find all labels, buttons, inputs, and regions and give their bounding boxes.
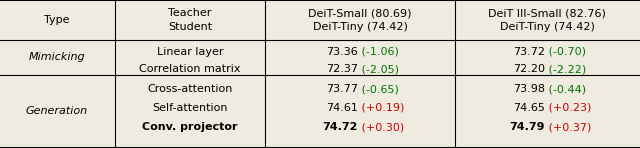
- Text: Linear layer: Linear layer: [157, 47, 223, 57]
- Text: Teacher
Student: Teacher Student: [168, 8, 212, 32]
- Text: 74.61: 74.61: [326, 103, 358, 113]
- Text: (+0.19): (+0.19): [358, 103, 404, 113]
- Text: (-0.44): (-0.44): [545, 84, 586, 94]
- Text: (-2.22): (-2.22): [545, 64, 586, 74]
- Text: (-2.05): (-2.05): [358, 64, 399, 74]
- Text: Type: Type: [44, 15, 70, 25]
- Text: 74.72: 74.72: [323, 122, 358, 132]
- Text: (+0.23): (+0.23): [545, 103, 591, 113]
- Text: Self-attention: Self-attention: [152, 103, 228, 113]
- Text: Generation: Generation: [26, 107, 88, 116]
- Text: (-1.06): (-1.06): [358, 47, 399, 57]
- Text: DeiT III-Small (82.76)
DeiT-Tiny (74.42): DeiT III-Small (82.76) DeiT-Tiny (74.42): [488, 8, 606, 32]
- Text: 74.65: 74.65: [513, 103, 545, 113]
- Text: DeiT-Small (80.69)
DeiT-Tiny (74.42): DeiT-Small (80.69) DeiT-Tiny (74.42): [308, 8, 412, 32]
- Text: Correlation matrix: Correlation matrix: [140, 64, 241, 74]
- Text: 72.20: 72.20: [513, 64, 545, 74]
- Text: (-0.65): (-0.65): [358, 84, 399, 94]
- Text: 72.37: 72.37: [326, 64, 358, 74]
- Text: (-0.70): (-0.70): [545, 47, 586, 57]
- Text: 73.36: 73.36: [326, 47, 358, 57]
- Text: 73.77: 73.77: [326, 84, 358, 94]
- Text: 73.98: 73.98: [513, 84, 545, 94]
- Text: Cross-attention: Cross-attention: [147, 84, 233, 94]
- Text: Conv. projector: Conv. projector: [142, 122, 237, 132]
- Text: Mimicking: Mimicking: [29, 53, 85, 62]
- Text: (+0.30): (+0.30): [358, 122, 404, 132]
- Text: (+0.37): (+0.37): [545, 122, 591, 132]
- Text: 73.72: 73.72: [513, 47, 545, 57]
- Text: 74.79: 74.79: [509, 122, 545, 132]
